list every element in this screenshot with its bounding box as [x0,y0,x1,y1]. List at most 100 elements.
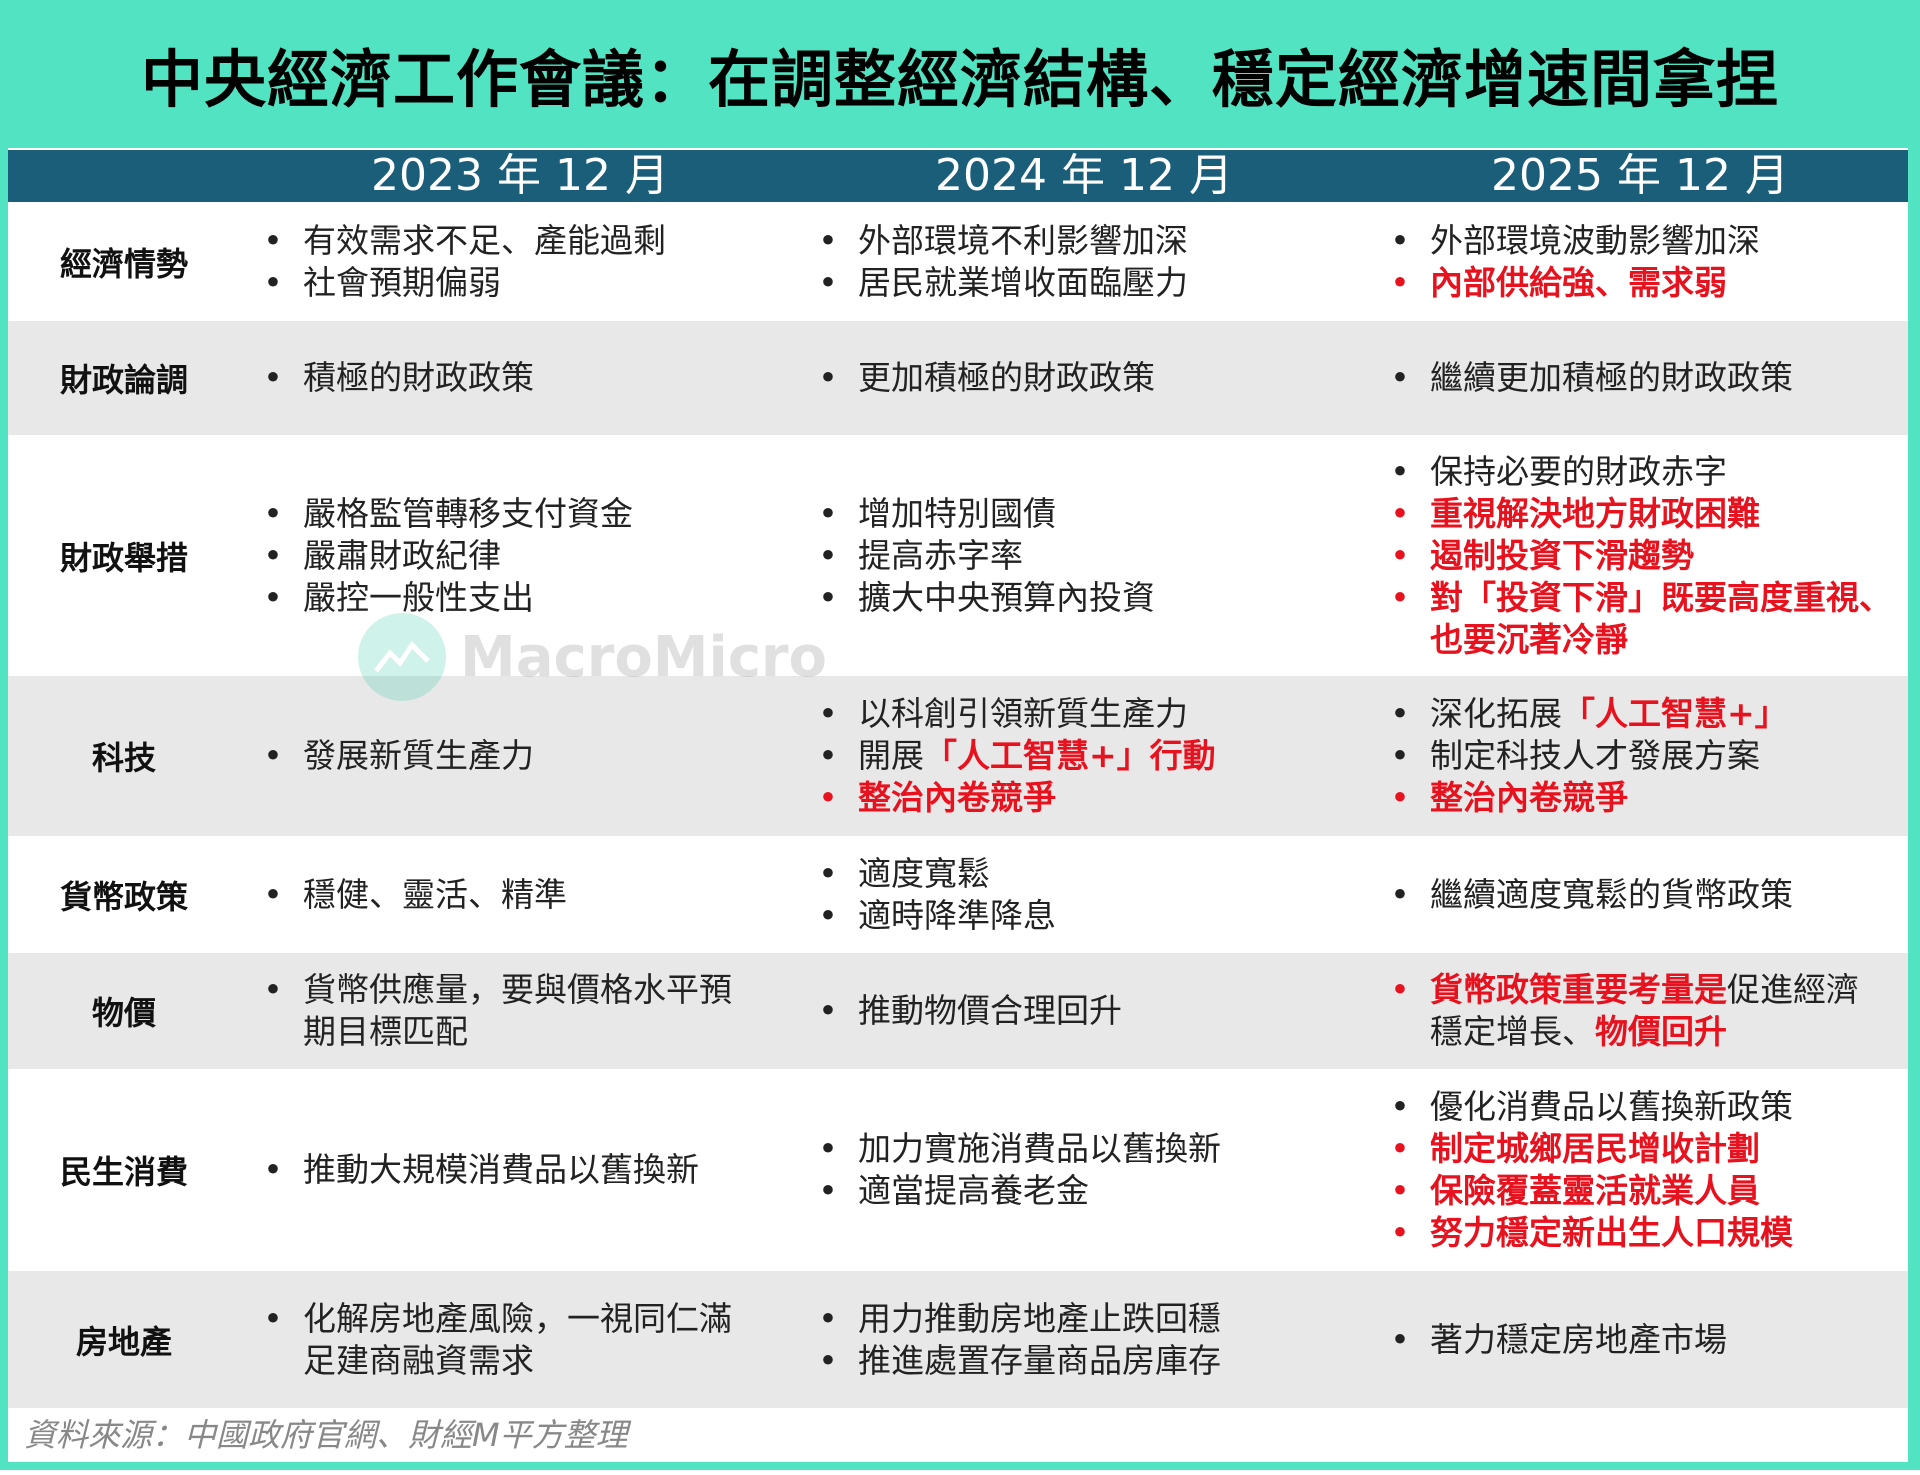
item-text: 嚴格監管轉移支付資金 [303,493,633,533]
cell-2024: • 推動物價合理回升 [818,953,1378,1069]
item-text: 保持必要的財政赤字 [1430,451,1727,491]
list-item: • 嚴肅財政紀律 [263,535,803,577]
list-item: • 適當提高養老金 [818,1170,1378,1212]
list-item: • 著力穩定房地產市場 [1390,1319,1908,1361]
item-text: 適當提高養老金 [858,1171,1089,1210]
table-row: 物價 • 貨幣供應量，要與價格水平預 期目標匹配 • 推動物價合理回升 • 貨幣政策重要考量是… [8,953,1908,1069]
list-item: 也要沉著冷靜 [1390,619,1908,661]
list-item: • 開展「人工智慧+」行動 [818,735,1378,777]
item-text: 適度寬鬆 [858,853,990,893]
highlighted-text: 整治內卷競爭 [858,778,1056,817]
list-item: • 增加特別國債 [818,493,1378,535]
list-item: • 優化消費品以舊換新政策 [1390,1086,1908,1128]
list-item: • 對「投資下滑」既要高度重視、 [1390,577,1908,619]
list-item: 足建商融資需求 [263,1340,803,1382]
list-item: 期目標匹配 [263,1011,803,1053]
highlighted-text: 制定城鄉居民增收計劃 [1430,1129,1760,1168]
bullet-icon: • [263,221,283,260]
list-item: • 外部環境波動影響加深 [1390,220,1908,262]
list-item: • 推動物價合理回升 [818,990,1378,1032]
bullet-icon: • [818,577,838,617]
cell-2024: • 適度寬鬆 • 適時降準降息 [818,836,1378,953]
row-label: 房地產 [75,1322,172,1361]
row-label: 科技 [91,739,156,777]
row-label: 民生消費 [59,1153,188,1191]
bullet-icon: • [263,874,283,914]
highlighted-text: 「人工智慧+」 [1562,694,1788,733]
item-text: 有效需求不足、產能過剩 [303,221,666,260]
bullet-icon: • [818,221,838,260]
bullet-icon: • [818,1171,838,1210]
bullet-icon: • [1390,358,1410,397]
item-text: 居民就業增收面臨壓力 [858,263,1188,302]
row-label: 經濟情勢 [59,245,188,283]
row-label: 財政論調 [59,361,188,399]
highlighted-text: 也要沉著冷靜 [1430,619,1628,659]
bullet-icon: • [1390,493,1410,533]
item-text: 制定科技人才發展方案 [1430,736,1760,775]
cell-2023: • 有效需求不足、產能過剩 • 社會預期偏弱 [263,203,803,321]
cell-2025: • 繼續更加積極的財政政策 [1390,321,1908,435]
bullet-icon: • [263,736,283,775]
list-item: • 用力推動房地產止跌回穩 [818,1298,1378,1340]
highlighted-text: 「人工智慧+」行動 [924,736,1216,775]
list-item: • 加力實施消費品以舊換新 [818,1128,1378,1170]
bullet-icon: • [263,358,283,397]
list-item: • 適度寬鬆 [818,853,1378,895]
cell-2023: • 發展新質生產力 [263,676,803,836]
highlighted-text: 貨幣政策重要考量是 [1430,970,1727,1009]
item-text: 優化消費品以舊換新政策 [1430,1087,1793,1126]
bullet-icon: • [818,1298,838,1338]
item-text: 增加特別國債 [858,493,1056,533]
list-item: • 化解房地產風險，一視同仁滿 [263,1298,803,1340]
list-item: • 擴大中央預算內投資 [818,577,1378,619]
list-item: • 適時降準降息 [818,895,1378,937]
row-label: 財政舉措 [59,538,188,577]
list-item: • 有效需求不足、產能過剩 [263,220,803,262]
item-text: 積極的財政政策 [303,358,534,397]
list-item: • 居民就業增收面臨壓力 [818,262,1378,304]
list-item: • 嚴格監管轉移支付資金 [263,493,803,535]
bullet-icon: • [1390,221,1410,260]
list-item: • 重視解決地方財政困難 [1390,493,1908,535]
bullet-icon: • [818,1129,838,1168]
bullet-icon: • [818,535,838,575]
list-item: • 保險覆蓋靈活就業人員 [1390,1170,1908,1212]
list-item: • 遏制投資下滑趨勢 [1390,535,1908,577]
bullet-icon: • [1390,970,1410,1009]
list-item: • 提高赤字率 [818,535,1378,577]
list-item: • 推進處置存量商品房庫存 [818,1340,1378,1382]
table-row: 經濟情勢 • 有效需求不足、產能過剩 • 社會預期偏弱 • 外部環境不利影響加深 • 居民就業增… [8,203,1908,321]
bullet-icon: • [818,991,838,1030]
table-row: 財政論調 • 積極的財政政策 • 更加積極的財政政策 • 繼續更加積極的財政政策 [8,321,1908,435]
page-title: 中央經濟工作會議：在調整經濟結構、穩定經濟增速間拿捏 [140,43,1779,116]
bullet-icon: • [818,493,838,533]
item-text: 深化拓展 [1430,694,1562,733]
list-item: • 繼續更加積極的財政政策 [1390,357,1908,399]
highlighted-text: 保險覆蓋靈活就業人員 [1430,1171,1760,1210]
list-item: • 貨幣供應量，要與價格水平預 [263,969,803,1011]
item-text: 更加積極的財政政策 [858,358,1155,397]
item-text: 外部環境波動影響加深 [1430,221,1760,260]
bullet-icon: • [1390,1171,1410,1210]
comparison-table: 2023 年 12 月 2024 年 12 月 2025 年 12 月 經濟情勢… [8,148,1908,1462]
cell-2024: • 外部環境不利影響加深 • 居民就業增收面臨壓力 [818,203,1378,321]
bullet-icon: • [1390,1213,1410,1252]
cell-2024: • 加力實施消費品以舊換新 • 適當提高養老金 [818,1069,1378,1271]
item-text: 提高赤字率 [858,535,1023,575]
cell-2025: • 外部環境波動影響加深 • 內部供給強、需求弱 [1390,203,1908,321]
bullet-icon: • [1390,778,1410,817]
bullet-icon: • [818,358,838,397]
cell-2025: • 繼續適度寬鬆的貨幣政策 [1390,836,1908,953]
cell-2023: • 貨幣供應量，要與價格水平預 期目標匹配 [263,953,803,1069]
bullet-icon: • [263,535,283,575]
highlighted-text: 努力穩定新出生人口規模 [1430,1213,1793,1252]
highlighted-text: 對「投資下滑」既要高度重視、 [1430,577,1892,617]
list-item: • 積極的財政政策 [263,357,803,399]
table-row: 貨幣政策 • 穩健、靈活、精準 • 適度寬鬆 • 適時降準降息 • 繼續適度寬鬆的貨幣政策 [8,836,1908,953]
cell-2024: • 增加特別國債 • 提高赤字率 • 擴大中央預算內投資 [818,435,1378,676]
bullet-icon: • [818,853,838,893]
column-header-2025: 2025 年 12 月 [1491,150,1789,201]
bullet-icon: • [263,970,283,1009]
highlighted-text: 整治內卷競爭 [1430,778,1628,817]
